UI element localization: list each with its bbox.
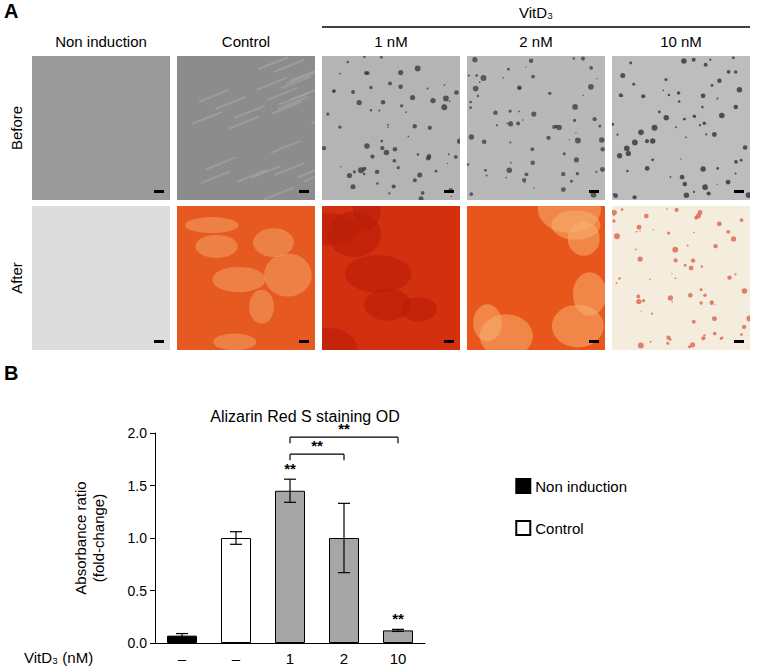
svg-text:VitD₃: VitD₃ — [519, 4, 553, 21]
svg-text:**: ** — [284, 460, 296, 477]
svg-text:VitD₃ (nM): VitD₃ (nM) — [24, 649, 93, 666]
svg-text:10 nM: 10 nM — [660, 33, 702, 50]
svg-text:Alizarin Red S staining OD: Alizarin Red S staining OD — [210, 408, 399, 425]
svg-text:2: 2 — [340, 650, 348, 667]
svg-text:**: ** — [392, 610, 404, 627]
svg-text:2 nM: 2 nM — [519, 33, 552, 50]
svg-text:Before: Before — [8, 106, 25, 150]
svg-text:1 nM: 1 nM — [374, 33, 407, 50]
svg-text:Non induction: Non induction — [535, 478, 627, 495]
svg-text:10: 10 — [390, 650, 407, 667]
svg-text:–: – — [178, 650, 187, 667]
svg-text:After: After — [8, 262, 25, 294]
svg-text:0.0: 0.0 — [128, 635, 148, 651]
svg-text:1: 1 — [286, 650, 294, 667]
svg-text:B: B — [4, 362, 18, 384]
svg-text:1.0: 1.0 — [128, 530, 148, 546]
svg-text:–: – — [232, 650, 241, 667]
svg-text:2.0: 2.0 — [128, 425, 148, 441]
svg-text:Absorbance ratio: Absorbance ratio — [72, 481, 89, 594]
svg-text:A: A — [4, 0, 18, 22]
svg-text:**: ** — [311, 437, 323, 454]
svg-text:Non induction: Non induction — [55, 33, 147, 50]
svg-text:1.5: 1.5 — [128, 478, 148, 494]
svg-text:(fold-change): (fold-change) — [90, 494, 107, 582]
svg-text:Control: Control — [222, 33, 270, 50]
svg-text:0.5: 0.5 — [128, 583, 148, 599]
svg-text:Control: Control — [535, 520, 583, 537]
